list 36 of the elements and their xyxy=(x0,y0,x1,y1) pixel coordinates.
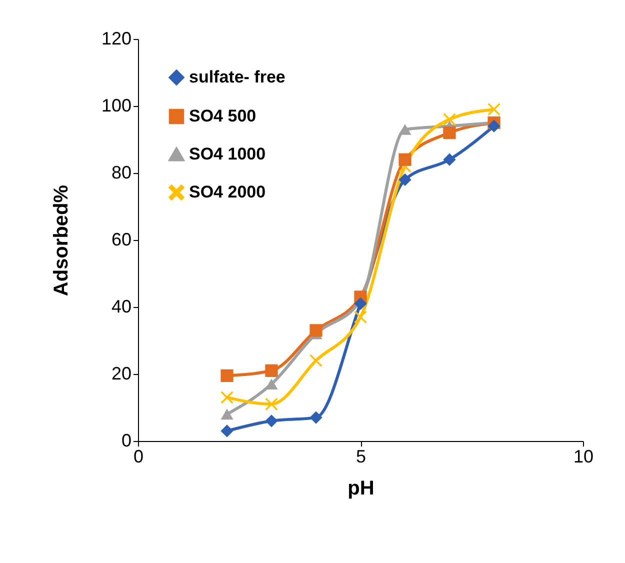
point xyxy=(354,310,367,324)
point xyxy=(265,398,278,410)
point xyxy=(398,153,412,166)
y-axis-title: Adsorbed% xyxy=(50,184,72,296)
point xyxy=(354,297,367,310)
point xyxy=(488,120,500,132)
point xyxy=(220,391,234,404)
y-tick-label: 60 xyxy=(111,230,132,250)
point xyxy=(220,408,234,420)
point xyxy=(488,103,500,116)
point xyxy=(220,369,234,382)
y-tick-label: 100 xyxy=(101,96,132,116)
y-tick-label: 40 xyxy=(111,296,132,316)
point xyxy=(398,124,412,135)
y-tick-label: 80 xyxy=(111,162,132,182)
y-tick-label: 0 xyxy=(121,430,132,450)
x-tick-label: 10 xyxy=(573,446,594,466)
point xyxy=(220,424,234,438)
point xyxy=(310,324,322,337)
point xyxy=(265,414,278,428)
legend-label: SO4 500 xyxy=(189,106,256,126)
point xyxy=(310,411,322,424)
point xyxy=(443,113,456,126)
legend-label: SO4 2000 xyxy=(189,182,266,202)
point xyxy=(265,364,278,377)
legend-label: SO4 1000 xyxy=(189,144,266,164)
point xyxy=(443,126,456,140)
y-tick-label: 20 xyxy=(111,364,132,384)
point xyxy=(443,153,456,166)
x-tick-label: 5 xyxy=(356,446,366,466)
x-axis-title: pH xyxy=(348,478,374,500)
point xyxy=(310,354,322,367)
y-tick-label: 120 xyxy=(101,28,132,48)
x-tick-label: 0 xyxy=(133,446,144,466)
point xyxy=(398,173,412,186)
legend-label: sulfate- free xyxy=(189,68,286,86)
